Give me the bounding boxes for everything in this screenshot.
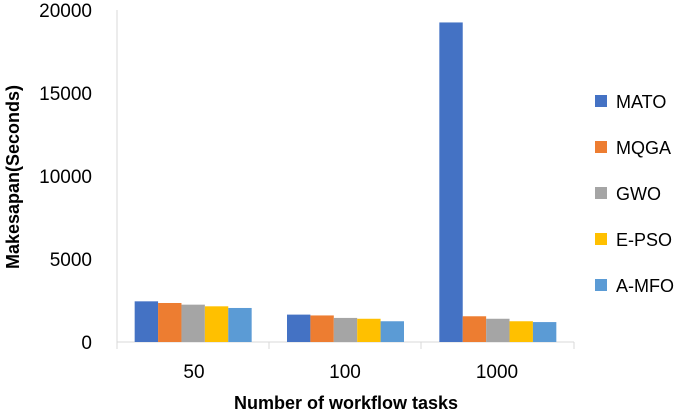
bar-mato-100 — [287, 314, 311, 342]
bar-e-pso-100 — [357, 318, 381, 342]
bars — [134, 22, 557, 342]
legend-label: GWO — [616, 184, 661, 204]
legend-label: A-MFO — [616, 276, 674, 296]
legend-item: GWO — [595, 184, 661, 204]
legend-swatch-gwo — [595, 187, 607, 199]
y-tick-label: 15000 — [39, 84, 92, 105]
legend-label: MQGA — [616, 138, 671, 158]
bar-gwo-50 — [181, 304, 205, 342]
x-tick-label: 50 — [183, 362, 204, 383]
legend-swatch-mqga — [595, 141, 607, 153]
x-tick-label: 100 — [329, 362, 361, 383]
y-tick-label: 5000 — [50, 250, 92, 271]
bar-mqga-100 — [310, 315, 334, 342]
y-tick-label: 0 — [81, 333, 92, 354]
bar-mqga-1000 — [462, 316, 487, 342]
legend-swatch-e-pso — [595, 233, 607, 245]
bar-a-mfo-100 — [380, 321, 404, 342]
axes — [116, 10, 575, 349]
y-axis-tick-labels: 0 5000 10000 15000 20000 — [39, 1, 92, 354]
legend-item: E-PSO — [595, 230, 672, 250]
bar-e-pso-50 — [204, 306, 229, 342]
legend: MATO MQGA GWO E-PSO A-MFO — [595, 92, 674, 296]
y-tick-label: 10000 — [39, 167, 92, 188]
bar-a-mfo-1000 — [532, 322, 557, 342]
x-tick-label: 1000 — [476, 362, 518, 383]
legend-label: MATO — [616, 92, 666, 112]
bar-mato-1000 — [439, 22, 463, 342]
x-axis-tick-labels: 50 100 1000 — [183, 362, 518, 383]
x-axis-title: Number of workflow tasks — [234, 393, 458, 412]
bar-mato-50 — [134, 301, 159, 342]
legend-item: MQGA — [595, 138, 671, 158]
bar-a-mfo-50 — [228, 307, 252, 342]
legend-label: E-PSO — [616, 230, 672, 250]
bar-e-pso-1000 — [509, 321, 533, 342]
bar-gwo-1000 — [486, 318, 510, 342]
bar-gwo-100 — [333, 317, 358, 342]
bar-mqga-50 — [158, 302, 182, 342]
y-axis-title: Makesapan(Seconds) — [3, 85, 23, 269]
y-tick-label: 20000 — [39, 1, 92, 22]
legend-item: MATO — [595, 92, 666, 112]
legend-item: A-MFO — [595, 276, 674, 296]
legend-swatch-a-mfo — [595, 279, 607, 291]
legend-swatch-mato — [595, 95, 607, 107]
